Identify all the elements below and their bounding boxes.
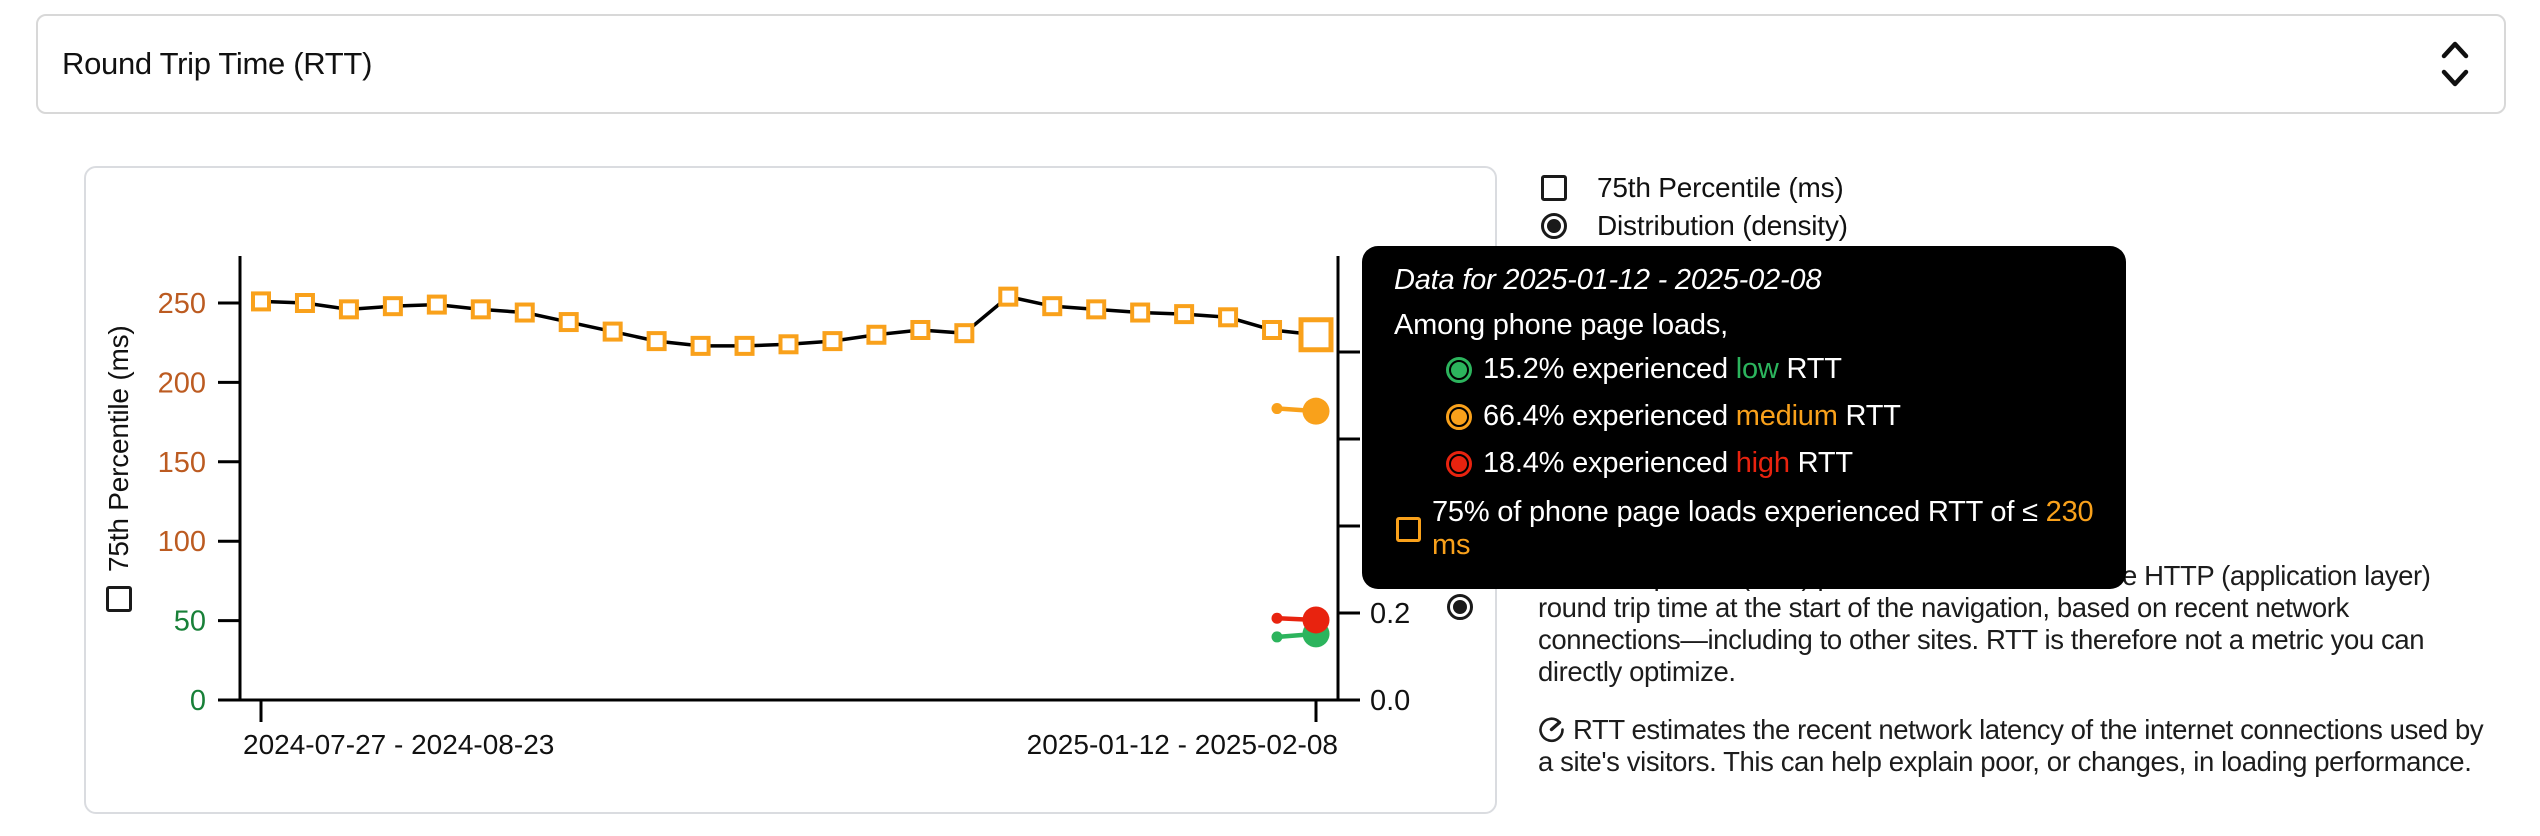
tooltip-category-row: 15.2% experienced low RTT bbox=[1362, 346, 2126, 393]
metric-select-label: Round Trip Time (RTT) bbox=[62, 46, 373, 81]
percentile-axis-checkbox-icon[interactable] bbox=[106, 586, 132, 612]
tooltip-threshold-text: 75% of phone page loads experienced RTT … bbox=[1432, 496, 2046, 528]
distribution-radio[interactable] bbox=[1541, 213, 1567, 239]
tooltip-threshold-row: 75% of phone page loads experienced RTT … bbox=[1362, 487, 2126, 569]
description-paragraph-2: RTT estimates the recent network latency… bbox=[1538, 714, 2484, 777]
tooltip-subtitle: Among phone page loads, bbox=[1394, 309, 1728, 341]
distribution-axis-radio-icon[interactable] bbox=[1447, 594, 1473, 620]
metric-select[interactable]: Round Trip Time (RTT) bbox=[36, 14, 2506, 114]
tooltip-title: Data for 2025-01-12 - 2025-02-08 bbox=[1394, 264, 1822, 296]
tooltip-category-row: 66.4% experienced medium RTT bbox=[1362, 393, 2126, 440]
tooltip-category-row: 18.4% experienced high RTT bbox=[1362, 440, 2126, 487]
left-axis-title-text: 75th Percentile (ms) bbox=[103, 325, 134, 572]
legend-item-percentile[interactable]: 75th Percentile (ms) bbox=[1541, 172, 1844, 204]
gauge-icon bbox=[1539, 717, 1564, 743]
percentile-checkbox[interactable] bbox=[1541, 175, 1567, 201]
medium-dot-icon bbox=[1446, 403, 1472, 430]
left-axis-title: 75th Percentile (ms) bbox=[103, 325, 135, 612]
tooltip-threshold-value: 230 ms bbox=[1432, 496, 2094, 561]
chart-tooltip: Data for 2025-01-12 - 2025-02-08 Among p… bbox=[1362, 246, 2126, 589]
p75-square-icon bbox=[1396, 516, 1421, 542]
high-dot-icon bbox=[1446, 450, 1472, 477]
distribution-label[interactable]: Distribution (density) bbox=[1597, 210, 1848, 241]
metric-description: Round Trip Time (RTT) provides an estima… bbox=[1538, 560, 2490, 778]
legend-item-distribution[interactable]: Distribution (density) bbox=[1541, 210, 1848, 242]
chart-card bbox=[84, 166, 1497, 814]
percentile-label[interactable]: 75th Percentile (ms) bbox=[1597, 172, 1844, 203]
select-updown-chevron-icon bbox=[2441, 41, 2469, 87]
low-dot-icon bbox=[1446, 356, 1472, 383]
